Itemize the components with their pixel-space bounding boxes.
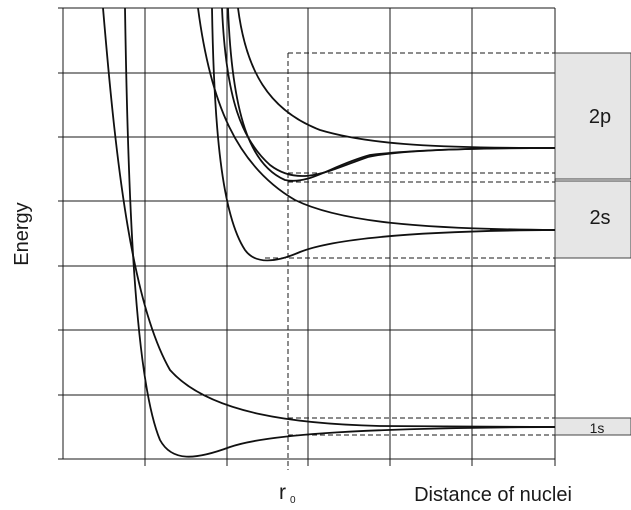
r0-label: r <box>279 481 286 504</box>
dashed-guides <box>265 52 555 470</box>
curve-2p-antibonding <box>237 7 556 149</box>
curve-2p-sigma <box>227 7 556 182</box>
band-label-1s: 1s <box>590 420 605 436</box>
curve-2s-bonding <box>211 7 556 262</box>
band-label-2p: 2p <box>589 106 611 128</box>
curve-1s-bonding <box>124 7 556 458</box>
band-2p <box>554 52 631 180</box>
band-label-2s: 2s <box>589 207 610 229</box>
y-axis-label: Energy <box>11 202 33 265</box>
x-axis-label: Distance of nuclei <box>414 484 572 506</box>
band-2s <box>554 180 631 259</box>
curve-1s-antibonding <box>102 7 556 428</box>
curve-2p-pi <box>221 7 556 177</box>
grid <box>58 7 556 466</box>
curve-2s-antibonding <box>197 7 556 231</box>
energy-curves <box>102 7 556 458</box>
r0-subscript: 0 <box>290 495 296 506</box>
